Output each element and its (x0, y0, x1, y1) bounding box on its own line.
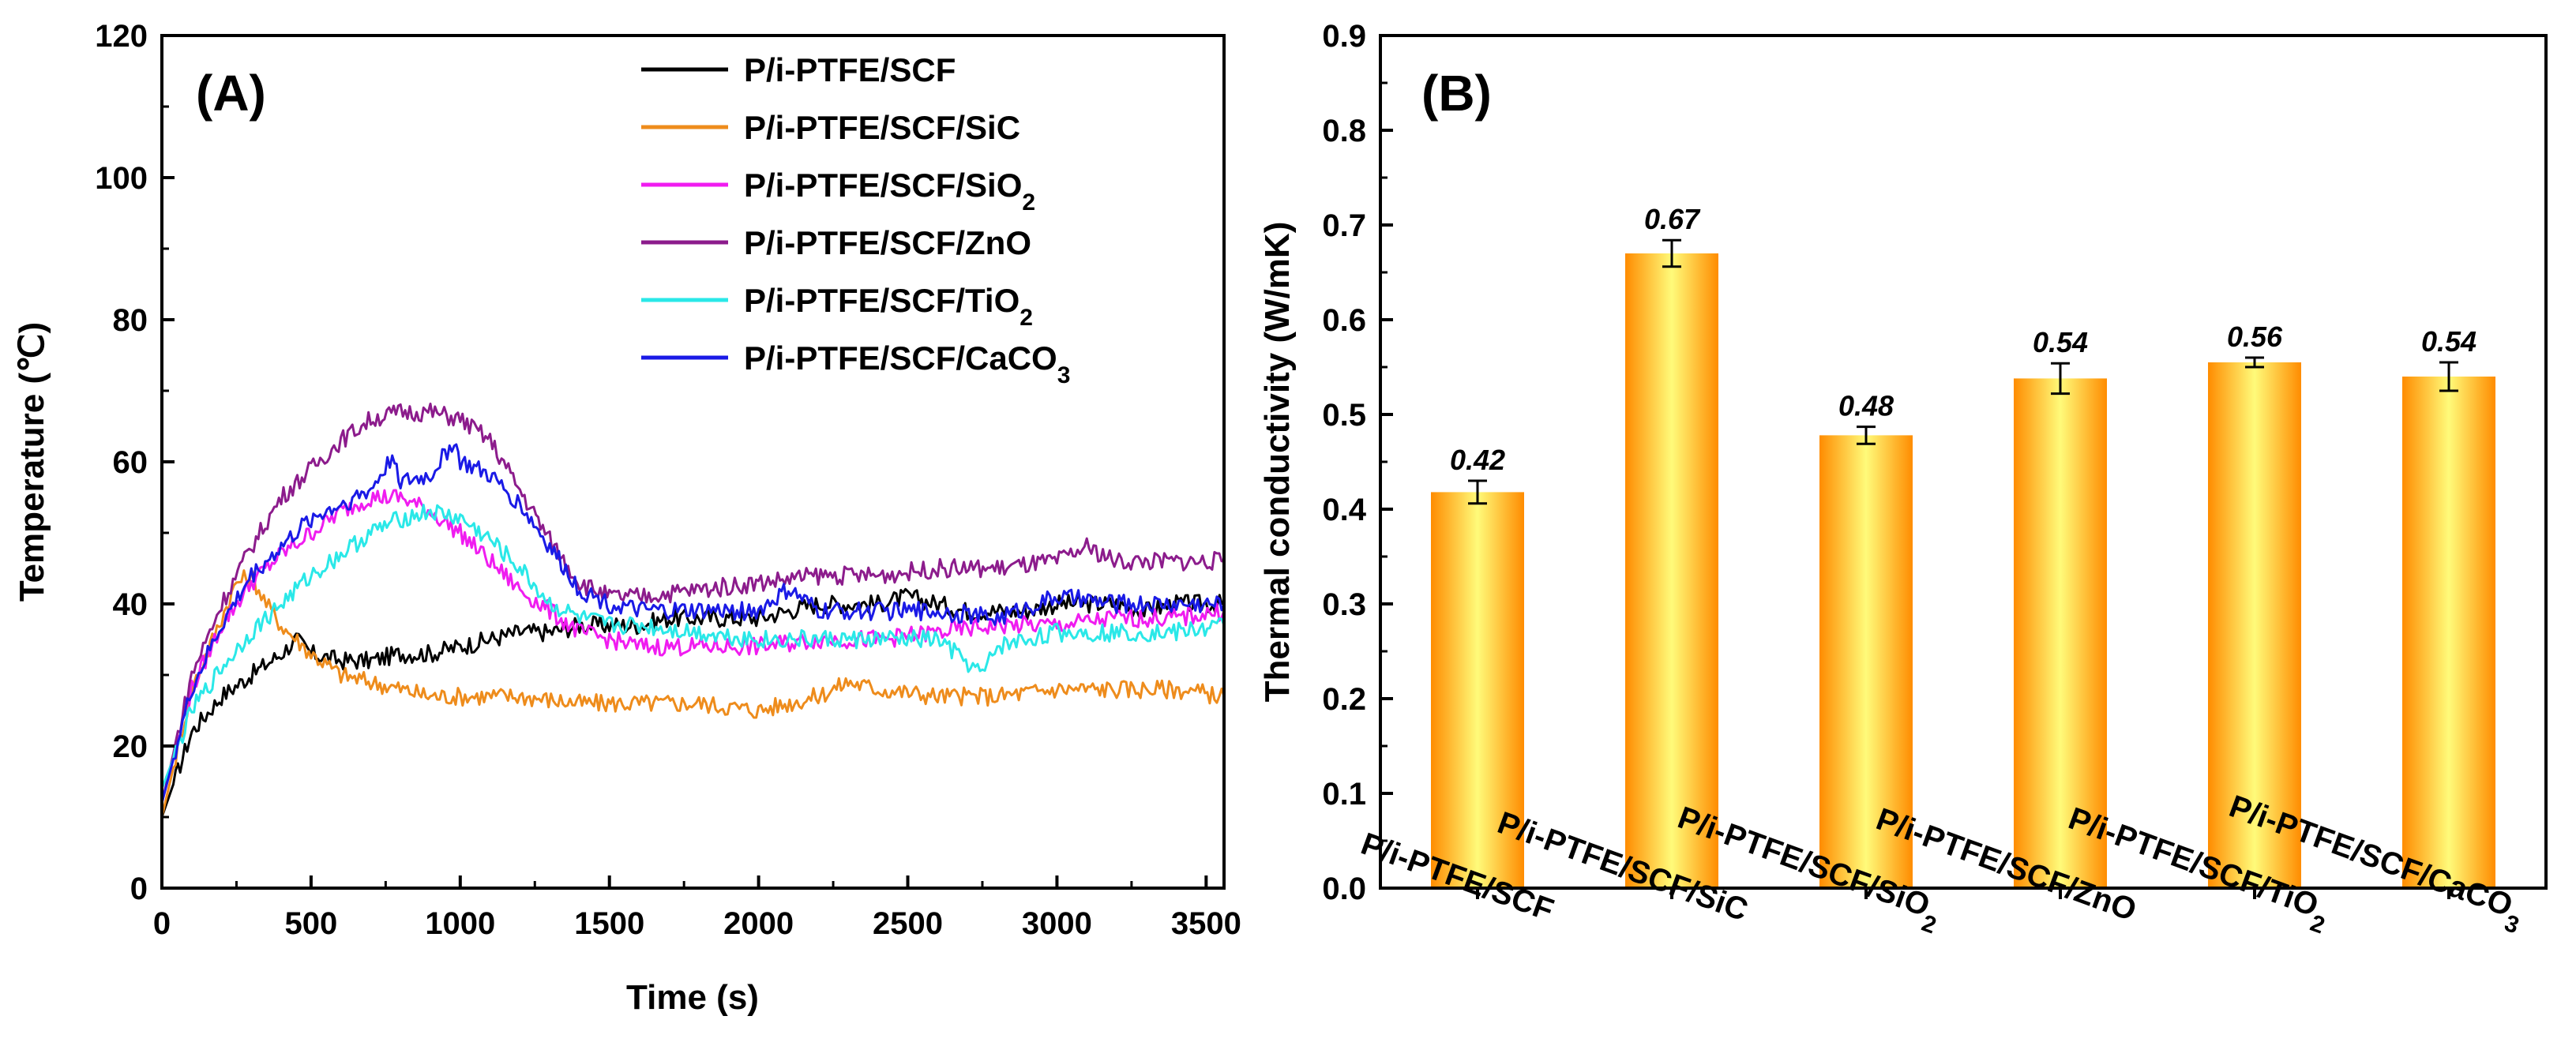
x-tick-label: 3000 (1022, 906, 1092, 941)
y-tick-label: 0 (130, 872, 148, 906)
bar-5 (2208, 362, 2301, 888)
bar-2 (1625, 253, 1718, 888)
y-tick-label-b: 0.5 (1322, 398, 1366, 433)
panel-label-a: (A) (196, 65, 266, 122)
x-tick-label: 2500 (873, 906, 943, 941)
y-tick-label: 120 (95, 19, 148, 54)
y-axis-title-b: Thermal conductivity (W/mK) (1258, 222, 1297, 703)
y-tick-label-b: 0.3 (1322, 587, 1366, 622)
legend: P/i-PTFE/SCF P/i-PTFE/SCF/SiC P/i-PTFE/SCF… (641, 51, 1070, 388)
plot-frame-b (1379, 34, 2548, 890)
legend-label-2: P/i-PTFE/SCF/SiC (744, 109, 1020, 146)
legend-label-4: P/i-PTFE/SCF/ZnO (744, 224, 1031, 261)
y-tick-label-b: 0.7 (1322, 208, 1366, 243)
y-tick-label: 20 (113, 729, 148, 764)
x-axis-title-a: Time (s) (626, 978, 759, 1017)
y-tick-label-b: 0.1 (1322, 777, 1366, 812)
y-tick-label-b: 0.9 (1322, 19, 1366, 54)
y-axis-title-a: Temperature (℃) (13, 322, 51, 602)
data-label-1: 0.42 (1450, 444, 1505, 476)
y-axis-ticks: 0 20 40 60 80 100 120 (95, 19, 175, 906)
legend-label-3: P/i-PTFE/SCF/SiO2 (744, 167, 1035, 216)
y-tick-label-b: 0.8 (1322, 114, 1366, 148)
y-axis-ticks-b: 0.0 0.1 0.2 0.3 0.4 0.5 0.6 0.7 0.8 0.9 (1322, 19, 1393, 906)
series-lines (160, 403, 1226, 818)
legend-label-6: P/i-PTFE/SCF/CaCO3 (744, 339, 1070, 388)
bar-1 (1431, 492, 1524, 888)
y-tick-label: 80 (113, 303, 148, 338)
data-label-5: 0.56 (2227, 321, 2283, 353)
series-line-4 (160, 403, 1225, 804)
data-label-2: 0.67 (1644, 203, 1701, 235)
y-tick-label: 60 (113, 445, 148, 480)
x-tick-label: 3500 (1171, 906, 1241, 941)
x-tick-label: 2000 (723, 906, 794, 941)
x-axis-ticks: 0 500 1000 1500 2000 2500 3000 3500 (153, 875, 1241, 941)
y-tick-label: 100 (95, 161, 148, 196)
line-chart-panel-a: 0 20 40 60 80 100 120 0 500 1000 1500 2000 2500 3000… (13, 19, 1241, 1017)
x-tick-label: 1000 (425, 906, 495, 941)
data-label-3: 0.48 (1838, 390, 1894, 422)
bar-6 (2402, 377, 2495, 888)
x-tick-label: 0 (153, 906, 171, 941)
series-line-1 (160, 587, 1225, 818)
series-line-2 (160, 568, 1226, 818)
series-line-5 (160, 504, 1226, 789)
y-tick-label-b: 0.0 (1322, 872, 1366, 906)
bar-chart-panel-b: 0.42 0.67 0.48 0.54 0.56 0.54 0.0 0.1 0.2 0.3 0.4… (1258, 19, 2548, 939)
x-tick-label: 1500 (574, 906, 644, 941)
y-tick-label-b: 0.4 (1322, 493, 1366, 527)
y-tick-label-b: 0.6 (1322, 303, 1366, 338)
series-line-3 (160, 489, 1226, 804)
series-line-6 (160, 443, 1226, 804)
legend-label-1: P/i-PTFE/SCF (744, 51, 956, 88)
bar-3 (1819, 435, 1913, 888)
y-tick-label-b: 0.2 (1322, 682, 1366, 717)
bars: 0.42 0.67 0.48 0.54 0.56 0.54 (1431, 203, 2495, 888)
data-label-6: 0.54 (2421, 325, 2476, 358)
data-label-4: 0.54 (2033, 326, 2088, 358)
y-tick-label: 40 (113, 587, 148, 622)
plot-frame-a (160, 34, 1226, 890)
x-axis-ticks-b: P/i-PTFE/SCFP/i-PTFE/SCF/SiCP/i-PTFE/SCF… (1357, 789, 2522, 939)
legend-label-5: P/i-PTFE/SCF/TiO2 (744, 282, 1033, 331)
panel-label-b: (B) (1421, 65, 1492, 122)
bar-4 (2014, 378, 2107, 888)
x-tick-label: 500 (285, 906, 338, 941)
